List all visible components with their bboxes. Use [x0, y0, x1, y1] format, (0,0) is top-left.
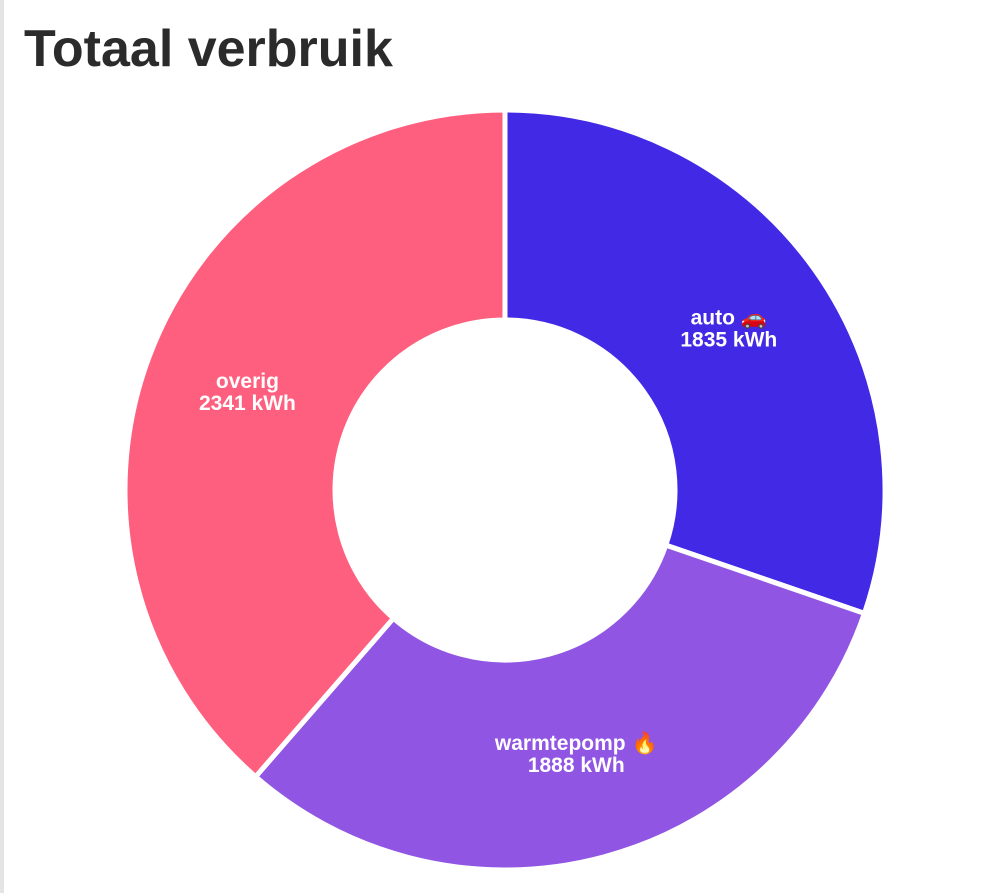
doughnut: auto 🚗1835 kWh warmtepomp 🔥1888 kWh overig…: [122, 107, 888, 873]
slice: [122, 107, 508, 780]
slice-value-label: 2341 kWh: [199, 392, 296, 415]
slice: [253, 542, 867, 873]
slice-value-label: 1835 kWh: [680, 329, 777, 352]
slice-label: warmtepomp 🔥: [494, 730, 658, 755]
chart-title: Totaal verbruik: [24, 20, 393, 78]
slice: [502, 107, 888, 616]
slice-value-label: 1888 kWh: [528, 754, 625, 777]
slice-label: auto 🚗: [691, 307, 767, 330]
slice-label: overig: [216, 370, 279, 393]
left-border: [0, 0, 4, 893]
